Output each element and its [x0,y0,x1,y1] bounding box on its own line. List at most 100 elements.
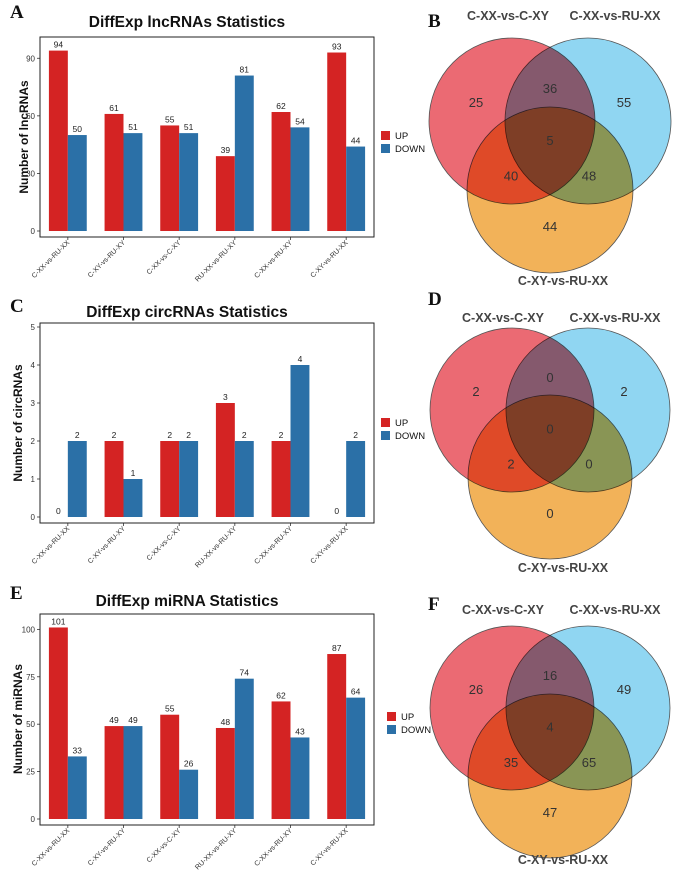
venn-count-only3: 44 [543,219,557,234]
venn-count-r123: 4 [546,720,553,735]
bar-down [123,133,143,231]
data-label-down: 74 [240,668,250,678]
bar-down [179,769,199,819]
x-tick-label: C-XX-vs-RU-XX [31,827,72,868]
data-label-down: 81 [240,65,250,75]
plot-frame [39,613,375,826]
data-label-down: 50 [73,124,83,134]
panel-label-c: C [10,296,24,317]
data-label-down: 33 [73,745,83,755]
venn-count-r23: 0 [585,457,592,472]
bar-down [67,756,87,819]
legend-swatch-down [381,144,390,153]
bar-up [271,441,291,517]
legend-swatch-up [381,418,390,427]
bar-up [160,125,180,231]
data-label-up: 2 [167,430,172,440]
data-label-down: 49 [128,715,138,725]
data-label-up: 62 [276,101,286,111]
venn-set-label-3: C-XY-vs-RU-XX [518,853,609,867]
y-tick-label: 25 [26,768,35,777]
venn-set-label-1: C-XX-vs-C-XY [462,311,545,325]
x-tick-label: RU-XX-vs-RU-XY [194,525,238,569]
data-label-down: 1 [131,468,136,478]
data-label-down: 2 [242,430,247,440]
venn-diagram-f: F C-XX-vs-C-XY C-XX-vs-RU-XX C-XY-vs-RU-XX 2… [428,594,671,867]
venn-circle-set3 [467,394,633,560]
data-label-up: 0 [56,506,61,516]
chart-title: DiffExp lncRNAs Statistics [89,14,285,31]
bar-down [234,441,254,517]
y-tick-label: 75 [26,673,35,682]
y-tick-label: 60 [26,112,35,121]
bar-up [327,52,347,231]
data-label-down: 51 [184,122,194,132]
bar-down [234,678,254,819]
x-tick-label: C-XY-vs-RU-XY [87,525,127,565]
legend-swatch-up [381,131,390,140]
venn-count-only1: 25 [469,95,483,110]
panel-label-a: A [10,2,24,23]
x-tick-label: C-XY-vs-RU-XY [87,827,127,867]
x-tick-label: C-XX-vs-RU-XY [253,525,294,566]
data-label-up: 2 [112,430,117,440]
y-tick-label: 0 [31,513,36,522]
legend-label-down: DOWN [395,431,425,442]
x-tick-label: C-XX-vs-C-XY [146,239,183,276]
data-label-up: 87 [332,643,342,653]
venn-set-label-2: C-XX-vs-RU-XX [570,603,662,617]
data-label-up: 101 [51,616,65,626]
y-tick-label: 5 [31,323,36,332]
venn-count-only1: 2 [472,384,479,399]
data-label-down: 2 [353,430,358,440]
x-tick-label: C-XX-vs-C-XY [146,525,183,562]
y-tick-label: 0 [31,227,36,236]
venn-set-label-1: C-XX-vs-C-XY [467,9,550,23]
data-label-up: 55 [165,114,175,124]
venn-count-only3: 0 [546,506,553,521]
venn-count-r23: 48 [582,169,596,184]
data-label-down: 44 [351,136,361,146]
panel-label-d: D [428,289,442,310]
legend-label-down: DOWN [401,725,431,736]
bar-up [271,112,291,231]
y-tick-label: 1 [31,475,36,484]
venn-circle-set3 [467,693,633,859]
bar-down [179,441,199,517]
venn-count-r23: 65 [582,755,596,770]
venn-count-r13: 40 [504,169,518,184]
chart-title: DiffExp circRNAs Statistics [86,304,288,321]
bar-down [290,737,310,819]
x-tick-label: C-XY-vs-RU-XX [310,525,350,565]
venn-set-label-1: C-XX-vs-C-XY [462,603,545,617]
y-tick-label: 3 [31,399,36,408]
bar-chart-e: E DiffExp miRNA Statistics Number of miRNA… [10,583,431,871]
bar-down [290,365,310,517]
data-label-up: 39 [221,145,231,155]
x-tick-label: RU-XX-vs-RU-XY [194,827,238,871]
y-axis-label: Number of lncRNAs [17,80,31,194]
legend-label-up: UP [395,131,408,142]
legend-label-up: UP [401,712,414,723]
venn-set-label-2: C-XX-vs-RU-XX [570,9,662,23]
legend-label-down: DOWN [395,144,425,155]
x-tick-label: C-XX-vs-RU-XY [253,827,294,868]
venn-count-r12: 0 [546,370,553,385]
data-label-down: 4 [298,354,303,364]
venn-count-only2: 2 [620,384,627,399]
data-label-up: 3 [223,392,228,402]
venn-set-label-3: C-XY-vs-RU-XX [518,561,609,575]
venn-count-r123: 5 [546,133,553,148]
legend-swatch-down [387,725,396,734]
x-tick-label: C-XX-vs-RU-XX [31,239,72,280]
venn-circle-set3 [466,106,634,274]
legend-swatch-up [387,712,396,721]
y-tick-label: 4 [31,361,36,370]
bar-down [346,697,366,819]
x-tick-label: C-XX-vs-C-XY [146,827,183,864]
x-tick-label: RU-XX-vs-RU-XY [194,239,238,283]
bar-up [48,50,68,231]
panel-label-e: E [10,583,23,604]
venn-count-r13: 35 [504,755,518,770]
